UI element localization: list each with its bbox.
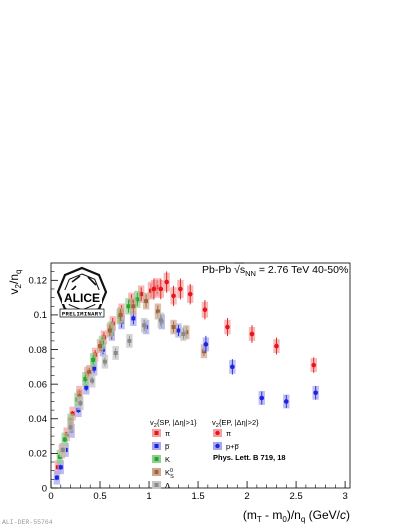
legend: v2{SP, |Δη|>1} v2{EP, |Δη|>2} πp̅KK0 SΛπp…: [150, 418, 259, 490]
x-tick-label: 2: [244, 491, 249, 502]
logo-name: ALICE: [64, 291, 100, 305]
y-tick-label: 0.1: [34, 310, 47, 321]
data-point: [144, 299, 149, 304]
data-point: [158, 318, 163, 323]
data-point: [84, 385, 89, 390]
y-tick-label: 0: [42, 483, 47, 494]
data-point: [60, 447, 65, 452]
data-point: [249, 331, 255, 337]
data-point: [311, 362, 317, 368]
series-ep-5: [150, 271, 317, 373]
data-point: [91, 357, 96, 362]
y-tick-label: 0.06: [29, 379, 48, 390]
data-point: [135, 297, 140, 302]
data-point: [142, 323, 147, 328]
data-point: [131, 304, 136, 309]
system-label: Pb-Pb √sNN = 2.76 TeV 40-50%: [202, 264, 348, 278]
x-tick-label: 2.5: [289, 491, 302, 502]
logo-status: PRELIMINARY: [62, 310, 103, 317]
legend-marker: [215, 430, 220, 436]
data-point: [98, 344, 103, 349]
reference-label: Phys. Lett. B 719, 18: [213, 453, 286, 462]
data-point: [127, 338, 132, 343]
data-point: [92, 366, 97, 371]
data-series: [53, 271, 319, 485]
legend-marker: [154, 457, 159, 461]
data-point: [230, 364, 235, 370]
svg-text:(mT - m0)/nq (GeV/c): (mT - m0)/nq (GeV/c): [243, 508, 350, 524]
series-sp-4: [59, 312, 187, 457]
data-point: [107, 328, 112, 333]
data-point: [187, 291, 193, 297]
data-point: [274, 343, 279, 349]
x-axis-title: (mT - m0)/nq (GeV/c): [243, 508, 350, 524]
figure-id: ALI-DER-55764: [2, 519, 53, 526]
data-point: [203, 342, 209, 347]
y-tick-label: 0.04: [29, 414, 48, 425]
alice-logo: ALICE PRELIMINARY: [56, 266, 108, 318]
legend-label: p+p̅: [226, 442, 240, 451]
legend-marker: [154, 470, 159, 474]
y-tick-label: 0.12: [29, 276, 48, 287]
data-point: [176, 328, 181, 333]
data-point: [78, 401, 83, 406]
svg-text:v2/nq: v2/nq: [7, 270, 23, 295]
data-point: [62, 437, 67, 442]
data-point: [118, 312, 123, 317]
data-point: [54, 475, 59, 480]
data-point: [155, 309, 160, 314]
data-point: [113, 351, 118, 355]
data-point: [102, 359, 107, 364]
data-point: [171, 325, 176, 330]
data-point: [83, 376, 88, 381]
legend-label: p̅: [164, 442, 170, 451]
axes: 0 0.5 1 1.5 2 2.5 3 0 0.02 0.04 0.06 0.08 0.1 0.12: [29, 271, 348, 502]
legend-marker: [154, 431, 159, 435]
legend-label: K0 S: [165, 468, 174, 480]
data-point: [259, 395, 265, 401]
data-point: [164, 279, 169, 285]
legend-header-sp: v2{SP, |Δη|>1}: [150, 418, 197, 429]
legend-marker: [215, 443, 220, 449]
x-tick-label: 1: [146, 491, 151, 502]
data-point: [87, 370, 92, 375]
data-point: [283, 399, 289, 404]
legend-label: K: [165, 455, 170, 464]
legend-marker: [154, 483, 159, 487]
data-point: [225, 324, 230, 330]
data-point: [68, 425, 73, 430]
data-point: [158, 286, 164, 292]
legend-marker: [154, 444, 159, 448]
legend-label: π: [165, 429, 170, 438]
x-tick-label: 1.5: [191, 491, 204, 502]
legend-label: Λ: [165, 481, 170, 490]
data-point: [181, 331, 186, 336]
data-point: [151, 286, 157, 292]
x-tick-label: 0: [48, 491, 53, 502]
legend-header-ep: v2{EP, |Δη|>2}: [212, 418, 259, 429]
legend-label: π: [226, 429, 231, 438]
y-axis-title: v2/nq: [7, 270, 23, 295]
data-point: [90, 378, 95, 383]
data-point: [202, 307, 208, 313]
data-point: [139, 292, 144, 297]
x-tick-label: 0.5: [93, 491, 106, 502]
data-point: [131, 316, 136, 321]
x-tick-label: 3: [342, 491, 347, 502]
y-tick-label: 0.08: [29, 345, 48, 356]
data-point: [178, 286, 183, 292]
y-tick-label: 0.02: [29, 449, 48, 460]
data-point: [313, 390, 318, 396]
series-ep-6: [202, 335, 319, 409]
data-point: [58, 465, 63, 470]
data-point: [126, 304, 131, 309]
data-point: [171, 293, 176, 299]
